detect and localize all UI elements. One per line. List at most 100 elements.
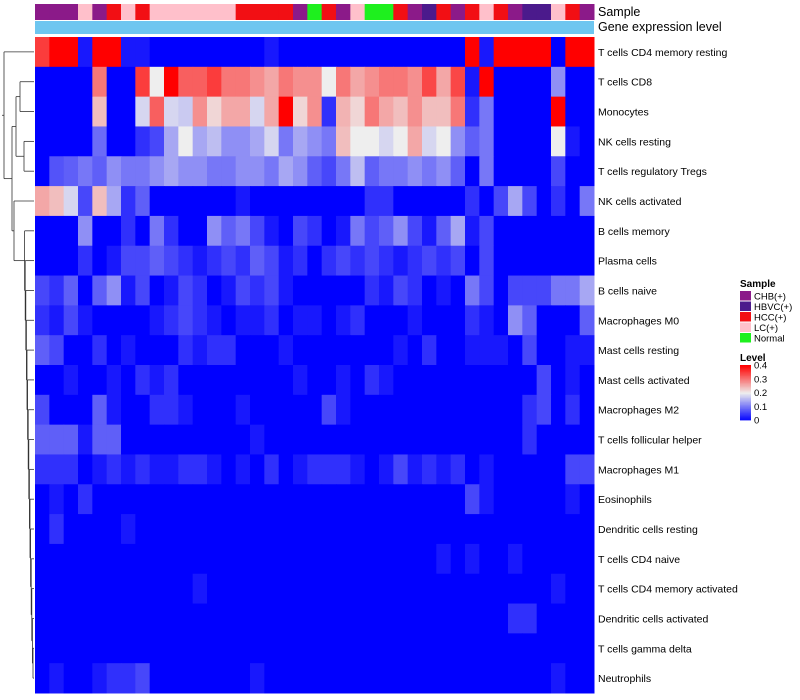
heatmap-cell bbox=[278, 424, 294, 455]
heatmap-cell bbox=[192, 66, 208, 98]
heatmap-cell bbox=[364, 543, 380, 575]
heatmap-cell bbox=[436, 514, 452, 545]
heatmap-cell bbox=[235, 603, 251, 634]
heatmap-cell bbox=[436, 633, 452, 664]
heatmap-cell bbox=[450, 633, 466, 664]
heatmap-cell bbox=[149, 245, 165, 277]
heatmap-cell bbox=[221, 394, 237, 426]
heatmap-cell bbox=[106, 335, 122, 366]
heatmap-cell bbox=[235, 573, 251, 605]
heatmap-cell bbox=[536, 37, 552, 68]
heatmap-cell bbox=[207, 305, 222, 336]
heatmap-cell bbox=[92, 543, 108, 575]
heatmap-cell bbox=[35, 275, 50, 306]
heatmap-cell bbox=[92, 633, 108, 664]
heatmap-cell bbox=[278, 514, 294, 545]
heatmap-cell bbox=[364, 424, 380, 455]
heatmap-cell bbox=[78, 305, 93, 336]
sample-track-cell bbox=[336, 4, 351, 20]
sample-track-cell bbox=[235, 4, 251, 20]
heatmap-cell bbox=[149, 96, 165, 127]
heatmap-cell bbox=[307, 335, 323, 366]
heatmap-cell bbox=[450, 603, 466, 634]
heatmap-cell bbox=[536, 335, 552, 366]
level-tick-label: 0.3 bbox=[754, 374, 767, 385]
heatmap-cell bbox=[565, 156, 581, 187]
heatmap-cell bbox=[321, 633, 337, 664]
heatmap-cell bbox=[551, 37, 566, 68]
heatmap-cell bbox=[436, 156, 452, 187]
heatmap-cell bbox=[293, 365, 308, 396]
heatmap-cell bbox=[63, 603, 79, 634]
level-gradient-step bbox=[740, 418, 751, 421]
heatmap-cell bbox=[178, 484, 194, 515]
heatmap-cell bbox=[35, 543, 50, 575]
heatmap-cell bbox=[78, 543, 93, 575]
heatmap-cell bbox=[536, 424, 552, 455]
heatmap-cell bbox=[293, 573, 308, 605]
heatmap-cell bbox=[250, 96, 265, 127]
heatmap-cell bbox=[78, 663, 93, 694]
heatmap-cell bbox=[579, 514, 595, 545]
heatmap-cell bbox=[164, 543, 179, 575]
heatmap-cell bbox=[221, 215, 237, 247]
heatmap-cell bbox=[35, 126, 50, 157]
heatmap-cell bbox=[364, 663, 380, 694]
heatmap-cell bbox=[422, 663, 437, 694]
heatmap-cell bbox=[192, 543, 208, 575]
heatmap-cell bbox=[307, 424, 323, 455]
heatmap-cell bbox=[565, 186, 581, 217]
heatmap-cell bbox=[436, 663, 452, 694]
heatmap-cell bbox=[149, 543, 165, 575]
heatmap-cell bbox=[321, 275, 337, 306]
sample-legend-label: HBVC(+) bbox=[754, 302, 792, 313]
heatmap-cell bbox=[508, 424, 523, 455]
heatmap-cell bbox=[164, 66, 179, 98]
heatmap-cell bbox=[350, 365, 366, 396]
heatmap-cell bbox=[293, 543, 308, 575]
heatmap-cell bbox=[565, 66, 581, 98]
heatmap-cell bbox=[393, 186, 409, 217]
heatmap-cell bbox=[149, 365, 165, 396]
heatmap-cell bbox=[465, 126, 480, 157]
heatmap-cell bbox=[350, 37, 366, 68]
heatmap-cell bbox=[264, 335, 280, 366]
sample-legend-entries: CHB(+)HBVC(+)HCC(+)LC(+)Normal bbox=[740, 291, 792, 345]
heatmap-cell bbox=[465, 186, 480, 217]
heatmap-cell bbox=[336, 126, 351, 157]
heatmap-cell bbox=[436, 215, 452, 247]
heatmap-cell bbox=[106, 305, 122, 336]
heatmap-cell bbox=[106, 96, 122, 127]
sample-legend-swatch bbox=[740, 333, 751, 343]
heatmap-cell bbox=[149, 156, 165, 187]
heatmap-cell bbox=[207, 126, 222, 157]
heatmap-cell bbox=[293, 335, 308, 366]
heatmap-cell bbox=[235, 186, 251, 217]
heatmap-cell bbox=[178, 66, 194, 98]
heatmap-cell bbox=[192, 96, 208, 127]
heatmap-cell bbox=[422, 215, 437, 247]
heatmap-cell bbox=[436, 275, 452, 306]
heatmap-cell bbox=[149, 215, 165, 247]
heatmap-cell bbox=[135, 66, 151, 98]
heatmap-cell bbox=[579, 215, 595, 247]
heatmap-cell bbox=[407, 126, 423, 157]
heatmap-cell bbox=[422, 335, 437, 366]
heatmap-cell bbox=[207, 633, 222, 664]
heatmap-cell bbox=[422, 543, 437, 575]
heatmap-cell bbox=[92, 305, 108, 336]
heatmap-cell bbox=[35, 573, 50, 605]
heatmap-cell bbox=[422, 126, 437, 157]
heatmap-cell bbox=[235, 365, 251, 396]
heatmap-cell bbox=[450, 66, 466, 98]
heatmap-cell bbox=[293, 514, 308, 545]
heatmap-cell bbox=[379, 186, 394, 217]
heatmap-cell bbox=[164, 245, 179, 277]
heatmap-cell bbox=[264, 454, 280, 485]
sample-legend-label: HCC(+) bbox=[754, 313, 786, 324]
sample-track-cell bbox=[350, 4, 366, 20]
heatmap-cell bbox=[393, 543, 409, 575]
heatmap-cell bbox=[235, 66, 251, 98]
level-gradient-step bbox=[740, 414, 751, 417]
heatmap-cell bbox=[336, 245, 351, 277]
